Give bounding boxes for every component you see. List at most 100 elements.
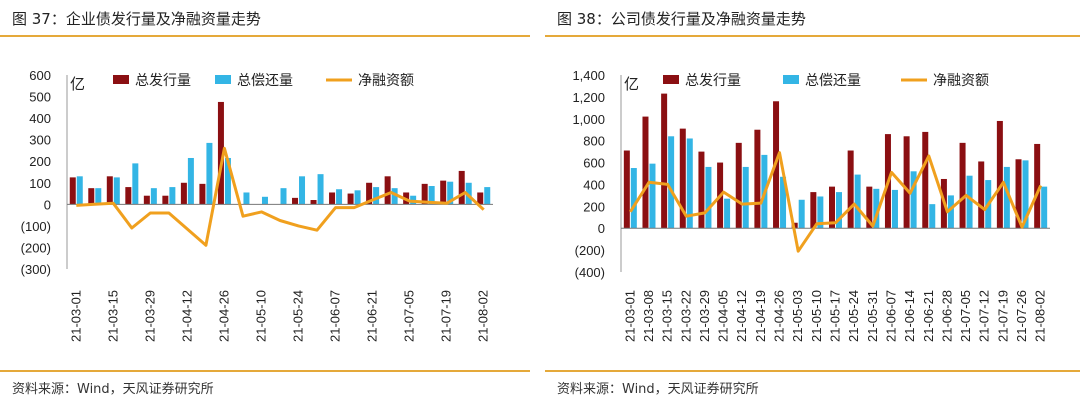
repayment-bar (668, 136, 675, 229)
x-tick-label: 21-04-05 (716, 290, 731, 342)
y-tick-label: 200 (29, 154, 51, 169)
repayment-bar (780, 176, 787, 229)
repayment-bar (373, 187, 380, 205)
x-tick-label: 21-03-01 (622, 290, 637, 342)
net-financing-line (629, 151, 1043, 253)
x-tick-label: 21-05-17 (828, 290, 843, 342)
issuance-bar (829, 186, 835, 229)
repayment-bar (484, 187, 491, 205)
y-tick-label: 400 (29, 111, 51, 126)
legend-label: 净融资额 (933, 72, 989, 88)
x-tick-label: 21-05-03 (790, 290, 805, 342)
y-tick-label: 300 (29, 133, 51, 148)
repayment-bar (966, 175, 973, 229)
repayment-bar (630, 168, 637, 229)
repayment-bar (132, 163, 139, 205)
issuance-bar (623, 150, 630, 229)
issuance-bar (866, 186, 873, 229)
repayment-bar (317, 174, 324, 205)
x-tick-label: 21-07-05 (958, 290, 973, 342)
repayment-bar (206, 142, 213, 205)
issuance-bar (384, 176, 391, 205)
figure-38-bottom-rule (545, 370, 1080, 372)
issuance-bar (1015, 159, 1022, 229)
repayment-bar (465, 182, 472, 205)
x-tick-label: 21-06-07 (883, 290, 898, 342)
repayment-bar (891, 189, 898, 229)
y-tick-label: 600 (583, 156, 605, 171)
x-tick-label: 21-07-19 (995, 290, 1010, 342)
repayment-bar (447, 181, 454, 205)
x-tick-label: 21-05-10 (253, 290, 268, 342)
repayment-bar (854, 174, 861, 229)
figure-38-panel: 图 38：公司债发行量及净融资量走势 1,400 1,200 1,000 800 600… (545, 0, 1080, 401)
repayment-bar (243, 192, 250, 205)
issuance-bar (421, 183, 428, 205)
issuance-bar (661, 93, 668, 229)
issuance-bar (217, 101, 224, 205)
y-tick-label: 0 (598, 221, 605, 236)
repayment-bar (336, 189, 343, 205)
repayment-bar (873, 188, 880, 229)
repayment-bar (113, 177, 120, 205)
x-tick-label: 21-03-29 (142, 290, 157, 342)
x-tick-label: 21-07-05 (402, 290, 417, 342)
x-tick-label: 21-06-21 (365, 290, 380, 342)
repayment-bar (261, 196, 268, 205)
x-tick-label: 21-03-29 (697, 290, 712, 342)
issuance-bar (366, 182, 373, 205)
legend-label: 总发行量 (685, 72, 741, 88)
issuance-bar (162, 195, 169, 205)
figure-37-title: 图 37：企业债发行量及净融资量走势 (12, 10, 261, 28)
unit-label: 亿 (70, 76, 85, 93)
issuance-bar (199, 183, 206, 205)
issuance-bar (88, 188, 95, 205)
issuance-bar (959, 142, 966, 229)
issuance-bar (347, 193, 354, 205)
repayment-bar (742, 166, 749, 229)
issuance-bar (922, 131, 929, 229)
y-tick-label: 600 (29, 68, 51, 83)
figure-37-chart: 600 500 400 300 200 100 0 (100) (200) (300) 21-03-… (21, 68, 493, 342)
y-tick-label: 500 (29, 90, 51, 105)
x-tick-label: 21-03-01 (68, 290, 83, 342)
y-tick-label: 800 (583, 134, 605, 149)
figure-38-title: 图 38：公司债发行量及净融资量走势 (557, 10, 806, 28)
x-tick-label: 21-07-12 (977, 290, 992, 342)
repayment-bar (649, 163, 656, 229)
repayment-bar (836, 192, 842, 229)
issuance-bar (106, 176, 113, 205)
issuance-bar (440, 180, 447, 205)
issuance-bar (978, 161, 985, 229)
issuance-bar (69, 177, 76, 205)
figure-37-source: 资料来源：Wind，天风证券研究所 (12, 382, 214, 397)
repayment-bar (929, 204, 936, 229)
repayment-bar (299, 176, 306, 205)
issuance-bar (125, 187, 132, 205)
repayment-bar (947, 195, 954, 229)
figure-38-top-rule (545, 35, 1080, 37)
y-tick-label: 400 (583, 177, 605, 192)
y-tick-label: 200 (583, 199, 605, 214)
legend-swatch (113, 75, 129, 84)
x-tick-label: 21-04-26 (216, 290, 231, 342)
repayment-bar (224, 157, 231, 205)
x-tick-label: 21-06-28 (939, 290, 954, 342)
figure-37-top-rule (0, 35, 530, 37)
repayment-bar (354, 190, 361, 205)
legend-label: 总发行量 (135, 72, 191, 88)
x-tick-label: 21-05-10 (809, 290, 824, 342)
x-tick-label: 21-06-21 (921, 290, 936, 342)
y-tick-label: (200) (21, 240, 51, 255)
issuance-bar (310, 200, 317, 205)
issuance-bar (143, 195, 150, 205)
issuance-bar (180, 182, 187, 205)
legend-swatch (783, 75, 799, 84)
y-tick-label: 1,200 (572, 90, 605, 105)
issuance-bar (477, 192, 484, 205)
x-tick-label: 21-03-15 (660, 290, 675, 342)
issuance-bar (996, 120, 1003, 229)
issuance-bar (698, 151, 705, 229)
issuance-bar (642, 116, 649, 229)
x-tick-label: 21-04-26 (772, 290, 787, 342)
